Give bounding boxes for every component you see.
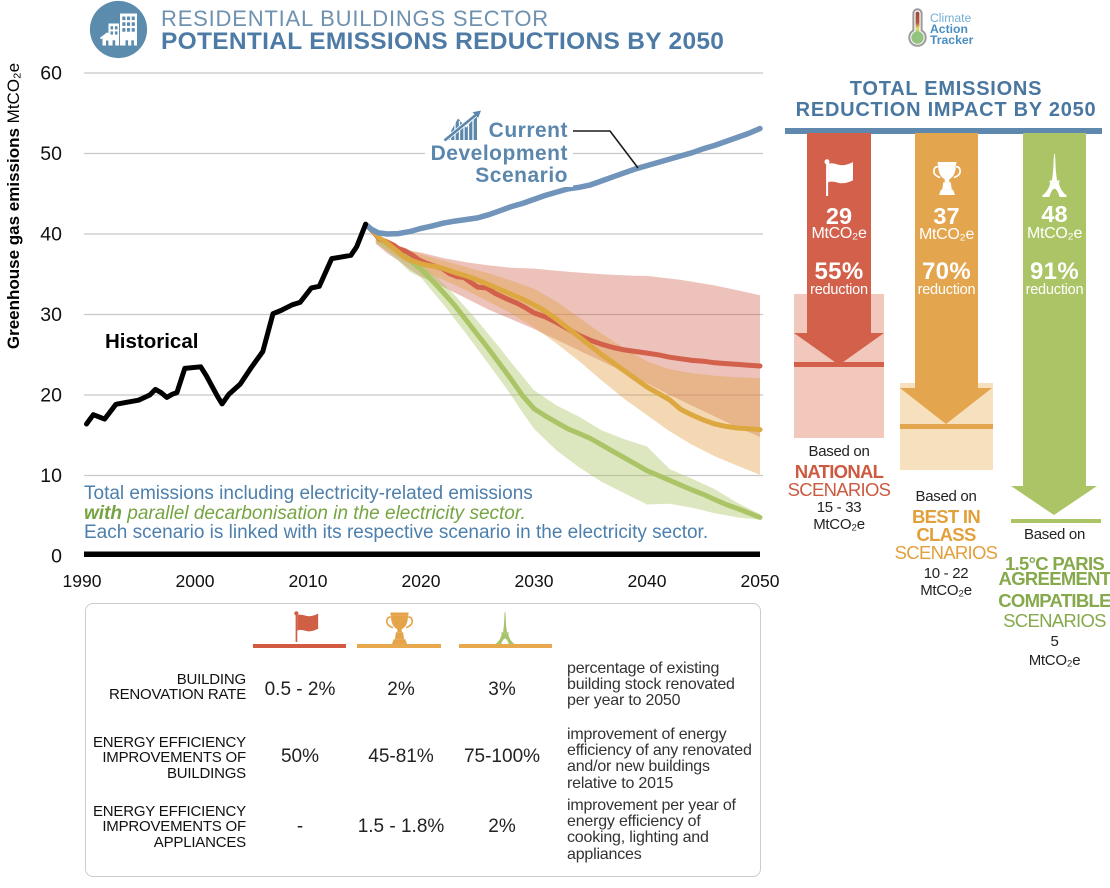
svg-text:2050: 2050 [741, 571, 780, 591]
svg-text:50: 50 [40, 143, 62, 165]
svg-text:Action: Action [930, 22, 968, 36]
svg-text:1990: 1990 [63, 571, 102, 591]
svg-text:0: 0 [51, 546, 62, 568]
svg-text:2010: 2010 [289, 571, 328, 591]
svg-text:60: 60 [40, 63, 62, 85]
svg-text:Tracker: Tracker [930, 33, 974, 47]
svg-text:2020: 2020 [402, 571, 441, 591]
svg-text:30: 30 [40, 304, 62, 326]
svg-text:20: 20 [40, 385, 62, 407]
svg-text:2030: 2030 [515, 571, 554, 591]
svg-text:2040: 2040 [628, 571, 667, 591]
svg-text:40: 40 [40, 224, 62, 246]
svg-text:Climate: Climate [930, 11, 972, 25]
svg-text:2000: 2000 [176, 571, 215, 591]
svg-text:10: 10 [40, 465, 62, 487]
